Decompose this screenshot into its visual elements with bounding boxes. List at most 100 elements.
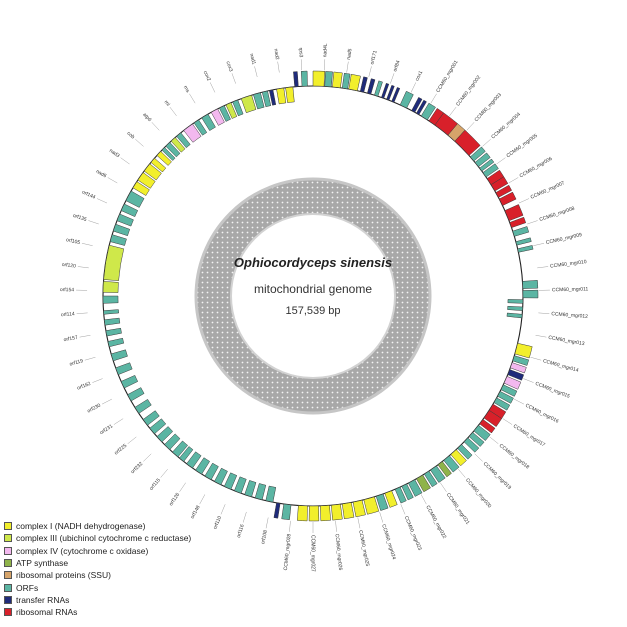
gene-block-orf: [201, 113, 216, 131]
gc-ring-outer-edge: [194, 177, 432, 415]
gene-block-orf: [193, 119, 208, 136]
gene-label-leader: [76, 312, 88, 314]
gene-block-orf: [430, 465, 446, 483]
gene-block-orf: [176, 132, 191, 149]
gene-block-orf: [507, 299, 524, 304]
gene-label: CCM60_mgr025: [357, 530, 370, 567]
legend-swatch: [4, 571, 12, 580]
gene-block-rrna: [490, 176, 509, 192]
gene-label-leader: [96, 198, 108, 204]
gene-block-complex_I: [514, 342, 533, 359]
gene-block-orf: [109, 234, 127, 246]
gene-label: CCM60_mgr020: [464, 477, 492, 509]
gene-label: orf148: [190, 504, 202, 520]
gene-label: orf126: [168, 492, 181, 507]
gene-block-atp: [437, 461, 452, 478]
legend-label: complex I (NADH dehydrogenase): [16, 521, 146, 532]
gene-block-trna: [381, 82, 390, 99]
gene-label: orf116: [236, 523, 246, 538]
gene-label-leader: [335, 520, 337, 532]
gene-label-leader: [458, 468, 466, 478]
gene-label: orf84: [392, 60, 402, 73]
gene-block-orf: [479, 158, 495, 172]
gene-block-orf: [186, 451, 202, 469]
gene-label-leader: [143, 453, 152, 462]
gene-label-leader: [84, 357, 96, 361]
gene-label: orf231: [99, 423, 114, 436]
gene-block-orf: [341, 72, 351, 90]
gene-block-complex_I: [312, 70, 326, 87]
gene-block-orf: [234, 476, 247, 494]
gene-label-leader: [466, 122, 475, 131]
gene-block-orf: [443, 455, 460, 473]
gene-label: orf120: [61, 262, 76, 270]
gene-label: CCM60_mgr014: [542, 358, 579, 374]
gene-label-leader: [300, 59, 302, 71]
gene-block-orf: [515, 237, 532, 246]
gene-block-orf: [254, 483, 267, 501]
gene-label: orf135: [72, 213, 88, 223]
gene-block-complex_IV: [510, 362, 527, 374]
gene-label: CCM60_mgr028: [283, 533, 293, 570]
gene-block-orf: [457, 444, 473, 460]
gene-label-leader: [538, 312, 550, 314]
gene-label: CCM60_mgr003: [474, 92, 503, 123]
gene-block-orf: [161, 147, 176, 161]
gene-block-orf: [374, 80, 383, 97]
gene-label: CCM60_mgr005: [505, 133, 538, 159]
gene-block-orf: [468, 432, 485, 447]
gene-block-orf: [134, 398, 152, 414]
gene-block-orf: [127, 387, 145, 402]
gene-label-leader: [527, 220, 538, 225]
gene-block-orf: [156, 426, 174, 443]
gene-label: nad3: [108, 148, 121, 159]
gene-label: CCM60_mgr007: [530, 180, 566, 201]
gene-label: CCM60_mgr023: [403, 515, 423, 551]
gene-label: orf171: [369, 50, 378, 65]
gc-ring-dots: [195, 178, 431, 414]
legend-swatch: [4, 608, 12, 617]
gene-label: CCM60_mgr004: [490, 111, 522, 140]
gene-label-leader: [410, 82, 417, 93]
gene-label: CCM60_mgr024: [380, 524, 397, 561]
gene-block-orf: [120, 374, 139, 389]
gene-block-orf: [165, 142, 181, 158]
legend-label: transfer RNAs: [16, 594, 70, 605]
gene-block-orf: [474, 152, 491, 168]
gene-label-leader: [160, 468, 168, 478]
gene-block-orf: [469, 146, 486, 162]
gene-label-leader: [430, 93, 437, 104]
gene-label: orf144: [81, 189, 97, 200]
gene-block-orf: [507, 305, 523, 311]
gene-block-complex_I: [297, 505, 308, 522]
gene-label-leader: [489, 436, 499, 444]
gene-block-orf: [102, 295, 119, 304]
gene-label-leader: [231, 73, 236, 84]
gene-label: CCM60_mgr015: [534, 381, 571, 400]
gene-block-rrna: [495, 184, 513, 198]
gene-label-leader: [242, 511, 247, 523]
gene-label-leader: [508, 177, 519, 184]
gene-block-complex_III: [170, 137, 186, 153]
gene-block-trna: [386, 84, 395, 101]
legend-item: ORFs: [4, 581, 191, 593]
gene-label-leader: [189, 93, 196, 104]
gene-label: CCM60_mgr001: [435, 59, 459, 94]
gene-block-complex_I: [348, 73, 361, 92]
gene-label: CCM60_mgr021: [445, 492, 471, 526]
gene-block-complex_IV: [503, 376, 522, 390]
gene-label: orf114: [61, 311, 75, 318]
gene-block-orf: [482, 163, 499, 178]
gene-block-complex_III: [102, 281, 119, 293]
gene-block-orf: [116, 213, 134, 227]
gene-block-orf: [110, 349, 128, 362]
gene-block-orf: [232, 99, 244, 117]
gene-block-orf: [164, 433, 181, 450]
legend-swatch: [4, 534, 12, 543]
legend-item: ATP synthase: [4, 557, 191, 569]
gene-block-orf: [125, 190, 145, 208]
gene-block-orf: [204, 462, 219, 481]
gene-block-rrna: [454, 129, 481, 156]
gene-label: CCM60_mgr006: [519, 156, 554, 180]
